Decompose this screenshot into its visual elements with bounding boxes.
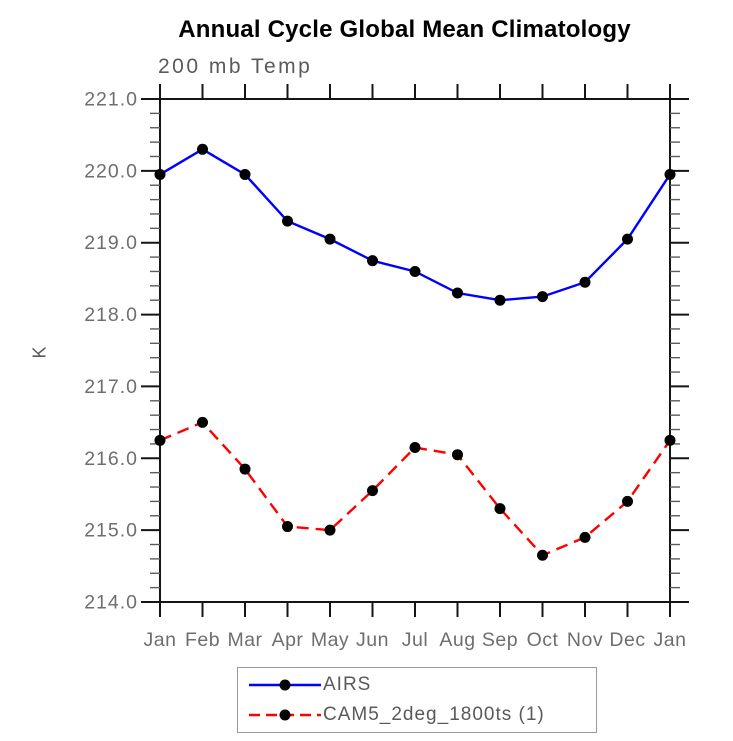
series-line-airs bbox=[159, 147, 672, 302]
data-point-cam5 bbox=[622, 495, 633, 507]
data-point-cam5 bbox=[282, 521, 293, 533]
data-point-cam5 bbox=[154, 434, 166, 446]
x-tick-label: Oct bbox=[527, 629, 559, 651]
data-point-cam5 bbox=[537, 549, 548, 561]
chart-subtitle: 200 mb Temp bbox=[158, 55, 313, 78]
data-point-airs bbox=[579, 276, 591, 288]
data-point-airs bbox=[452, 287, 463, 299]
x-tick-label: Feb bbox=[185, 629, 220, 651]
legend-marker-sample bbox=[279, 709, 291, 721]
data-point-cam5 bbox=[367, 485, 378, 497]
chart-title: Annual Cycle Global Mean Climatology bbox=[178, 16, 631, 43]
x-tick-label: Jul bbox=[402, 629, 428, 651]
data-point-cam5 bbox=[324, 524, 336, 536]
data-point-airs bbox=[494, 294, 506, 306]
data-point-airs bbox=[367, 255, 378, 267]
y-tick-label: 220.0 bbox=[84, 160, 138, 182]
x-tick-label: Aug bbox=[439, 629, 475, 651]
data-point-cam5 bbox=[664, 434, 676, 446]
data-point-airs bbox=[409, 265, 421, 277]
data-point-cam5 bbox=[494, 503, 506, 515]
airs-line-marker-icon bbox=[249, 679, 321, 691]
data-point-cam5 bbox=[452, 449, 463, 461]
y-tick-label: 216.0 bbox=[84, 448, 138, 470]
y-tick-label: 219.0 bbox=[84, 232, 138, 254]
data-point-cam5 bbox=[197, 416, 208, 428]
y-tick-label: 217.0 bbox=[84, 376, 138, 398]
legend-label-airs: AIRS bbox=[323, 674, 372, 696]
data-point-airs bbox=[537, 291, 548, 303]
data-point-airs bbox=[282, 215, 293, 227]
legend-item-cam5: CAM5_2deg_1800ts (1) bbox=[247, 703, 596, 727]
legend: AIRS CAM5_2deg_1800ts (1) bbox=[237, 667, 597, 733]
x-tick-label: Jan bbox=[654, 629, 687, 651]
data-point-airs bbox=[154, 168, 166, 180]
x-tick-label: Mar bbox=[227, 629, 262, 651]
y-tick-label: 221.0 bbox=[84, 89, 138, 111]
y-tick-label: 215.0 bbox=[84, 520, 138, 542]
x-tick-label: Dec bbox=[609, 629, 645, 651]
legend-marker-sample bbox=[279, 679, 291, 691]
x-tick-label: Jan bbox=[144, 629, 177, 651]
data-point-airs bbox=[197, 143, 208, 155]
data-point-airs bbox=[664, 168, 676, 180]
data-point-cam5 bbox=[239, 463, 251, 475]
legend-label-cam5: CAM5_2deg_1800ts (1) bbox=[323, 703, 545, 725]
plot-frame bbox=[159, 98, 671, 603]
legend-item-airs: AIRS bbox=[247, 673, 596, 697]
y-tick-label: 218.0 bbox=[84, 304, 138, 326]
x-tick-label: Apr bbox=[272, 629, 304, 651]
x-tick-label: Jun bbox=[356, 629, 389, 651]
data-point-cam5 bbox=[409, 442, 421, 454]
y-tick-label: 214.0 bbox=[84, 592, 138, 614]
data-point-airs bbox=[239, 168, 251, 180]
data-point-airs bbox=[324, 233, 336, 245]
data-point-cam5 bbox=[579, 531, 591, 543]
x-tick-label: Sep bbox=[482, 629, 518, 651]
x-tick-label: May bbox=[311, 629, 349, 651]
cam5-line-marker-icon bbox=[249, 709, 321, 721]
data-point-airs bbox=[622, 233, 633, 245]
x-tick-label: Nov bbox=[567, 629, 603, 651]
